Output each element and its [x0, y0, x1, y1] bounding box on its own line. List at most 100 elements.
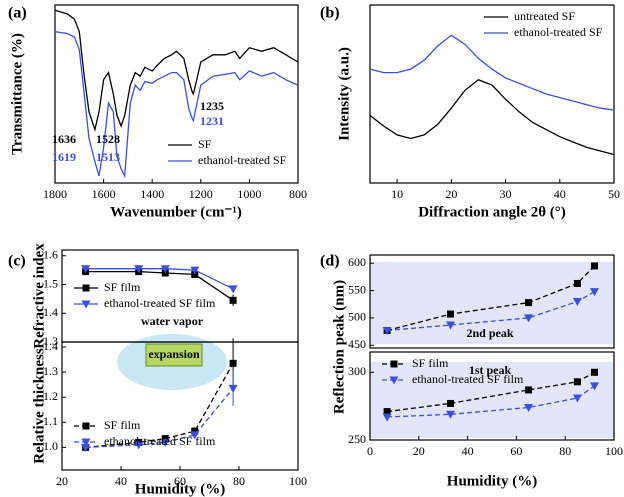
annotation: 2nd peak: [466, 326, 513, 340]
x-axis-label: Diffraction angle 2θ (°): [418, 204, 566, 220]
series-line: [54, 31, 299, 179]
x-tick-label: 40: [462, 444, 474, 458]
y-tick-label: 450: [348, 337, 366, 351]
legend-marker: [82, 422, 90, 430]
annotation: 1513: [96, 150, 120, 164]
legend-label: untreated SF: [514, 9, 575, 23]
x-tick-label: 30: [500, 187, 512, 201]
x-tick-label: 50: [608, 187, 620, 201]
x-axis-label: Wavenumber (cm⁻¹): [110, 204, 242, 220]
band: [370, 262, 614, 344]
legend-label: ethanol-treated SF: [514, 25, 603, 39]
marker: [589, 382, 599, 391]
y-tick-label: 550: [348, 282, 366, 296]
y-axis-label: Transmittance (%): [9, 33, 25, 155]
axes-frame: [54, 4, 299, 184]
marker: [572, 298, 582, 306]
marker: [572, 394, 582, 403]
x-tick-label: 80: [233, 474, 245, 488]
legend-label: SF film: [412, 356, 449, 370]
x-tick-label: 1800: [43, 187, 67, 201]
y-tick-label: 1.5: [43, 276, 58, 290]
y-tick-label: 250: [348, 432, 366, 446]
marker: [590, 262, 598, 270]
x-tick-label: 40: [554, 187, 566, 201]
series-line: [369, 79, 615, 156]
panel-label: (a): [8, 5, 27, 22]
legend-label: SF film: [104, 418, 141, 432]
legend-marker: [82, 284, 90, 292]
x-tick-label: 10: [391, 187, 403, 201]
legend-label: ethanol-treated SF: [198, 153, 287, 167]
panel-label: (c): [8, 253, 26, 270]
marker: [525, 299, 533, 307]
marker: [81, 265, 91, 274]
x-tick-label: 100: [289, 474, 307, 488]
x-tick-label: 1600: [92, 187, 116, 201]
marker: [382, 326, 392, 335]
y-tick-label: 500: [348, 310, 366, 324]
marker: [190, 431, 200, 440]
y-axis-label: Relative thickness: [31, 348, 47, 464]
marker: [589, 288, 599, 297]
series-line: [369, 34, 615, 111]
x-tick-label: 20: [445, 187, 457, 201]
y-tick-label: 1.3: [43, 364, 58, 378]
marker: [134, 441, 144, 450]
annotation: 1231: [200, 114, 224, 128]
legend-marker: [81, 438, 91, 447]
legend-label: ethanol-treated SF film: [104, 434, 216, 448]
legend-label: ethanol-treated SF film: [104, 296, 216, 310]
x-tick-label: 20: [413, 444, 425, 458]
y-tick-label: 1.0: [43, 439, 58, 453]
marker: [446, 410, 456, 419]
x-tick-label: 20: [56, 474, 68, 488]
x-axis-label: Humidity (%): [135, 481, 225, 497]
legend-marker: [390, 360, 398, 368]
x-tick-label: 1000: [237, 187, 261, 201]
x-tick-label: 80: [559, 444, 571, 458]
y-tick-label: 600: [348, 255, 366, 269]
marker: [524, 314, 534, 323]
x-tick-label: 0: [367, 444, 373, 458]
annotation: 1528: [96, 132, 120, 146]
expansion-block: [145, 343, 203, 367]
axes-frame: [369, 4, 615, 184]
series-line: [85, 387, 234, 449]
x-tick-label: 60: [174, 474, 186, 488]
x-tick-label: 1200: [189, 187, 213, 201]
marker: [446, 321, 456, 330]
legend-marker: [81, 300, 91, 309]
series-line: [387, 371, 595, 413]
legend-marker: [389, 376, 399, 385]
series-line: [387, 385, 595, 418]
marker: [447, 399, 455, 407]
y-tick-label: 1.1: [43, 414, 58, 428]
marker: [229, 296, 237, 304]
marker: [81, 443, 91, 452]
y-tick-label: 1.6: [43, 248, 58, 262]
marker: [160, 438, 170, 447]
x-tick-label: 800: [289, 187, 307, 201]
annotation: expansion: [148, 347, 200, 361]
annotation: 1235: [200, 99, 224, 113]
y-tick-label: 1.4: [43, 339, 58, 353]
marker: [191, 427, 199, 435]
marker: [160, 265, 170, 274]
series-line: [54, 9, 299, 133]
annotation: water vapor: [141, 314, 204, 328]
marker: [134, 265, 144, 274]
x-tick-label: 40: [115, 474, 127, 488]
marker: [382, 413, 392, 422]
marker: [228, 384, 238, 393]
y-axis-label: Intensity (a.u.): [336, 47, 352, 141]
axes-frame: [369, 254, 615, 349]
marker: [383, 408, 391, 416]
series-line: [387, 291, 595, 332]
marker: [229, 359, 237, 367]
x-tick-label: 60: [510, 444, 522, 458]
annotation: 1636: [52, 132, 76, 146]
marker: [161, 435, 169, 443]
panel-label: (b): [320, 5, 340, 22]
